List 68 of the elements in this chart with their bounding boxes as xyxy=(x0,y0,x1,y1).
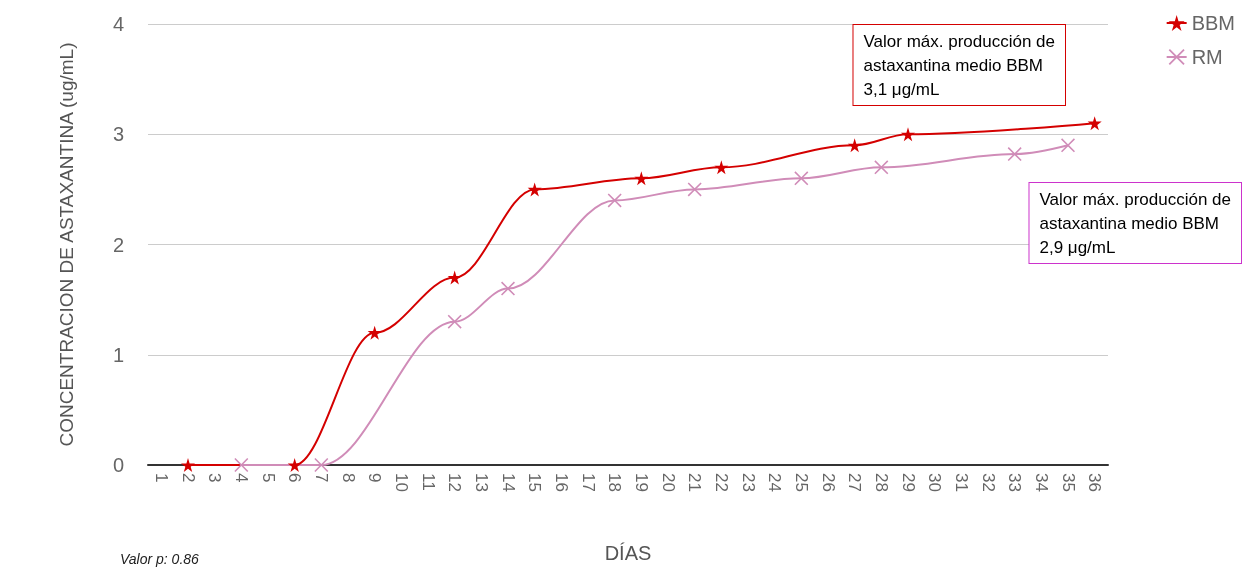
x-tick-label: 33 xyxy=(1005,473,1025,492)
x-tick-label: 10 xyxy=(391,473,411,492)
point xyxy=(527,182,542,197)
y-tick-label: 2 xyxy=(112,233,124,256)
x-tick-label: 13 xyxy=(471,473,491,492)
x-tick-label: 4 xyxy=(231,473,251,483)
x-tick-label: 27 xyxy=(845,473,865,492)
x-tick-label: 7 xyxy=(311,473,331,483)
x-tick-label: 28 xyxy=(871,473,891,492)
point xyxy=(794,171,809,186)
x-tick-label: 29 xyxy=(898,473,918,492)
x-tick-label: 24 xyxy=(765,473,785,492)
legend-label: BBM xyxy=(1191,12,1235,34)
x-tick-label: 9 xyxy=(365,473,385,483)
x-tick-label: 14 xyxy=(498,473,518,492)
point xyxy=(181,458,195,472)
x-tick-label: 22 xyxy=(711,473,731,492)
y-tick-label: 4 xyxy=(112,13,124,35)
y-tick-label: 0 xyxy=(112,454,124,476)
y-tick-label: 3 xyxy=(112,123,124,146)
x-tick-label: 6 xyxy=(285,473,305,483)
point xyxy=(1087,116,1102,131)
x-tick-label: 36 xyxy=(1085,473,1105,492)
x-tick-label: 32 xyxy=(978,473,998,492)
annotation: Valor máx. producción de astaxantina medio BBM 3,1 μg/mL xyxy=(863,31,1056,99)
x-tick-label: 18 xyxy=(605,473,625,492)
point xyxy=(1061,138,1075,153)
point xyxy=(714,160,729,175)
point xyxy=(607,193,622,208)
y-axis-title: CONCENTRACION DE ASTAXANTINA (ug/mL) xyxy=(56,42,77,447)
x-tick-label: 12 xyxy=(445,473,465,492)
x-tick-label: 26 xyxy=(818,473,838,492)
point xyxy=(367,325,382,340)
point xyxy=(901,127,915,142)
x-tick-label: 25 xyxy=(791,473,811,492)
point xyxy=(847,138,862,153)
x-tick-label: 1 xyxy=(151,473,171,483)
x-tick-label: 11 xyxy=(418,473,438,491)
x-tick-label: 21 xyxy=(685,473,705,492)
x-tick-label: 34 xyxy=(1031,473,1051,492)
x-tick-label: 8 xyxy=(338,473,358,483)
point xyxy=(287,458,302,472)
annotation: Valor máx. producción de astaxantina medio BBM 2,9 μg/mL xyxy=(1039,189,1232,257)
x-tick-label: 3 xyxy=(205,473,225,483)
x-tick-label: 16 xyxy=(551,473,571,492)
point xyxy=(634,171,649,186)
y-tick-label: 1 xyxy=(112,343,124,366)
x-axis-title: DÍAS xyxy=(604,542,652,564)
point xyxy=(874,160,889,175)
x-tick-label: 5 xyxy=(258,473,278,483)
x-tick-label: 19 xyxy=(631,473,651,492)
text: Valor p: 0.86 xyxy=(120,551,200,567)
x-tick-label: 15 xyxy=(525,473,545,492)
legend-label: RM xyxy=(1191,46,1223,68)
point xyxy=(447,314,462,329)
x-tick-label: 20 xyxy=(658,473,678,492)
point xyxy=(1007,147,1022,162)
x-tick-label: 17 xyxy=(578,473,598,492)
point xyxy=(314,458,329,472)
point xyxy=(234,458,249,472)
x-tick-label: 23 xyxy=(738,473,758,492)
x-tick-label: 2 xyxy=(178,473,198,483)
point xyxy=(687,182,702,197)
point xyxy=(447,270,462,285)
x-tick-label: 30 xyxy=(925,473,945,492)
x-tick-label: 35 xyxy=(1058,473,1078,492)
x-tick-label: 31 xyxy=(951,473,971,492)
point xyxy=(501,281,515,296)
